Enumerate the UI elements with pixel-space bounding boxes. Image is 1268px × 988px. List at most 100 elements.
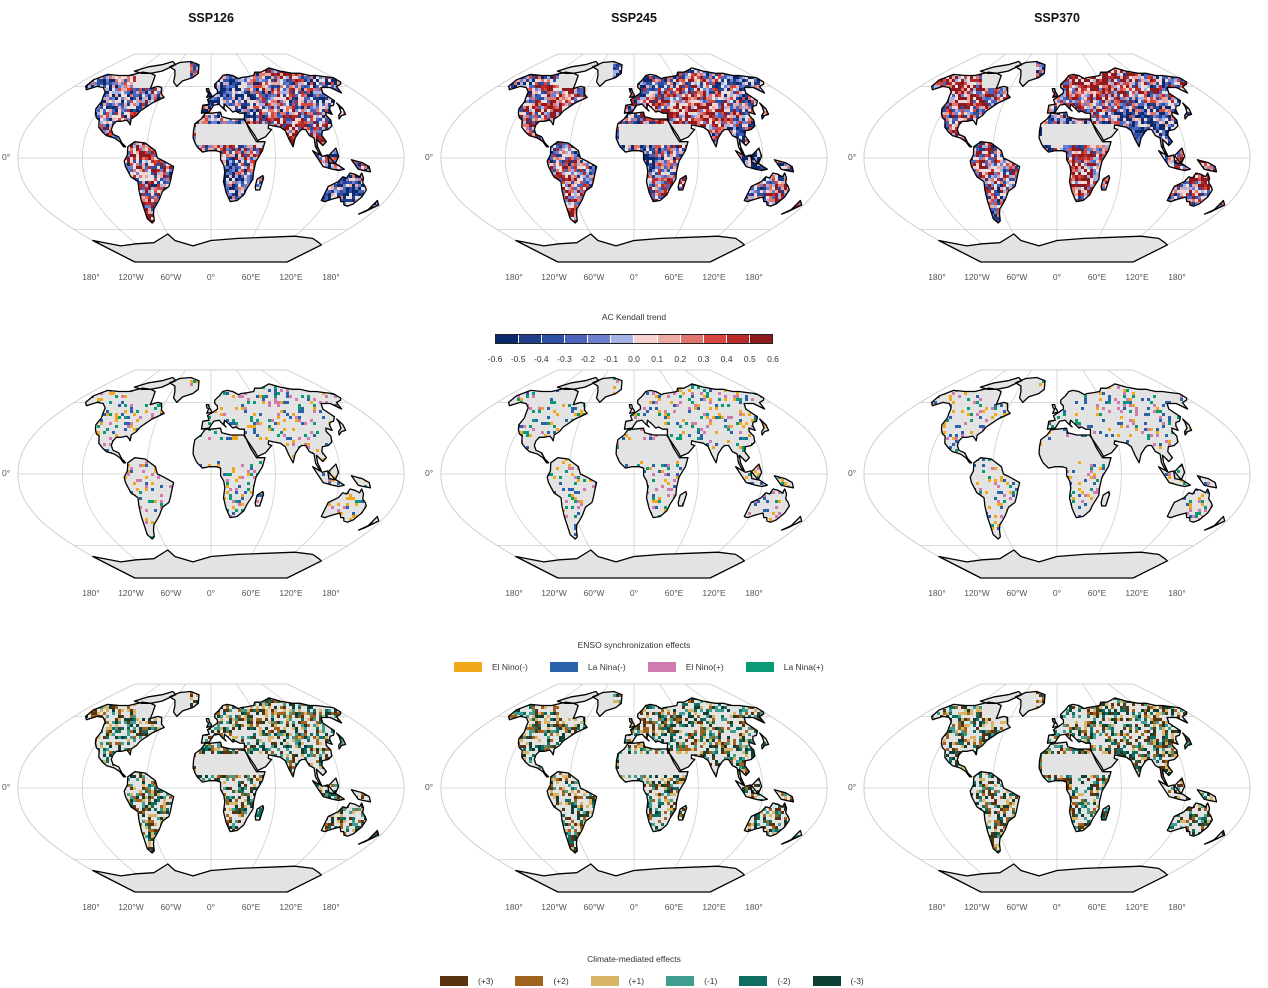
longitude-label: 120°E xyxy=(1125,272,1148,282)
longitude-label: 120°W xyxy=(964,588,990,598)
trend-colorbar-segment xyxy=(611,335,634,343)
enso-legend-title: ENSO synchronization effects xyxy=(434,640,834,650)
longitude-label: 60°E xyxy=(665,272,684,282)
longitude-label: 180° xyxy=(505,272,523,282)
legend-label: (+2) xyxy=(553,976,568,986)
longitude-label: 0° xyxy=(1053,902,1061,912)
longitude-label: 180° xyxy=(1168,272,1186,282)
latitude-label: 0° xyxy=(425,152,433,162)
longitude-label: 60°W xyxy=(1007,272,1028,282)
legend-label: (-2) xyxy=(777,976,790,986)
trend-colorbar-segment xyxy=(634,335,657,343)
longitude-label: 120°E xyxy=(1125,588,1148,598)
latitude-label: 0° xyxy=(2,782,10,792)
longitude-label: 60°W xyxy=(161,902,182,912)
latitude-label: 0° xyxy=(425,782,433,792)
trend-tick-label: -0.4 xyxy=(534,354,549,364)
trend-colorbar-segment xyxy=(704,335,727,343)
world-map xyxy=(0,680,422,902)
latitude-label: 0° xyxy=(848,468,856,478)
longitude-label: 60°E xyxy=(242,902,261,912)
longitude-label: 120°W xyxy=(118,902,144,912)
latitude-label: 0° xyxy=(425,468,433,478)
legend-label: El Nino(-) xyxy=(492,662,528,672)
longitude-label: 60°W xyxy=(584,588,605,598)
world-map xyxy=(0,50,422,272)
longitude-label: 180° xyxy=(322,588,340,598)
legend-swatch xyxy=(746,662,774,672)
longitude-label: 120°E xyxy=(702,588,725,598)
trend-colorbar-segment xyxy=(681,335,704,343)
column-title-ssp370: SSP370 xyxy=(957,11,1157,25)
trend-colorbar-segment xyxy=(565,335,588,343)
latitude-label: 0° xyxy=(2,152,10,162)
longitude-label: 120°E xyxy=(279,902,302,912)
longitude-label: 120°W xyxy=(118,588,144,598)
longitude-label: 180° xyxy=(322,902,340,912)
legend-label: La Nina(+) xyxy=(784,662,824,672)
longitude-label: 120°E xyxy=(279,588,302,598)
longitude-label: 0° xyxy=(1053,272,1061,282)
longitude-label: 180° xyxy=(322,272,340,282)
legend-label: La Nina(-) xyxy=(588,662,626,672)
longitude-label: 60°E xyxy=(665,588,684,598)
legend-key-item: (+1) xyxy=(591,976,644,986)
enso-legend-keys: El Nino(-) La Nina(-) El Nino(+) La Nina(+) xyxy=(454,660,846,674)
longitude-label: 180° xyxy=(1168,902,1186,912)
latitude-label: 0° xyxy=(2,468,10,478)
trend-colorbar-segment xyxy=(519,335,542,343)
trend-tick-label: -0.1 xyxy=(604,354,619,364)
legend-swatch xyxy=(739,976,767,986)
legend-swatch xyxy=(454,662,482,672)
world-map xyxy=(423,680,845,902)
longitude-label: 0° xyxy=(630,272,638,282)
world-map xyxy=(423,50,845,272)
latitude-label: 0° xyxy=(848,152,856,162)
longitude-label: 60°E xyxy=(665,902,684,912)
longitude-label: 120°W xyxy=(541,272,567,282)
trend-colorbar-segment xyxy=(588,335,611,343)
trend-legend-title: AC Kendall trend xyxy=(434,312,834,322)
longitude-label: 0° xyxy=(1053,588,1061,598)
longitude-label: 60°E xyxy=(1088,588,1107,598)
trend-tick-label: 0.6 xyxy=(767,354,779,364)
legend-key-item: (-2) xyxy=(739,976,790,986)
climate-legend-keys: (+3) (+2) (+1) (-1) (-2) (-3) xyxy=(440,974,886,988)
longitude-label: 60°W xyxy=(584,902,605,912)
world-map xyxy=(846,680,1268,902)
legend-label: El Nino(+) xyxy=(686,662,724,672)
longitude-label: 120°W xyxy=(964,272,990,282)
trend-tick-label: 0.1 xyxy=(651,354,663,364)
longitude-label: 120°W xyxy=(541,902,567,912)
longitude-label: 0° xyxy=(630,902,638,912)
longitude-label: 120°E xyxy=(279,272,302,282)
longitude-label: 120°W xyxy=(964,902,990,912)
longitude-label: 60°E xyxy=(1088,272,1107,282)
longitude-label: 120°E xyxy=(702,902,725,912)
legend-swatch xyxy=(550,662,578,672)
legend-swatch xyxy=(515,976,543,986)
longitude-label: 0° xyxy=(630,588,638,598)
legend-key-item: (-3) xyxy=(813,976,864,986)
legend-label: (+3) xyxy=(478,976,493,986)
trend-colorbar-segment xyxy=(658,335,681,343)
longitude-label: 120°E xyxy=(1125,902,1148,912)
legend-key-item: (-1) xyxy=(666,976,717,986)
legend-key-item: (+2) xyxy=(515,976,568,986)
legend-key-item: La Nina(-) xyxy=(550,662,626,672)
longitude-label: 60°W xyxy=(1007,902,1028,912)
longitude-label: 180° xyxy=(505,588,523,598)
longitude-label: 0° xyxy=(207,902,215,912)
legend-label: (+1) xyxy=(629,976,644,986)
